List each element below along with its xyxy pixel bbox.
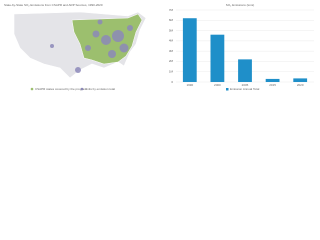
legend-label: Emission Annual Total [230,87,260,91]
y-tick-label: 2M [169,59,174,63]
y-tick-label: 5M [169,28,174,32]
us-map [13,11,147,79]
y-tick-label: 4M [169,39,174,43]
emission-bubble [101,35,111,45]
x-tick-label: 1990 [186,83,193,87]
x-tick-label: 2005 [242,83,249,87]
legend-label: Units by emission total [85,87,115,91]
emission-bubble [97,19,103,25]
map-title: State-by-State SO₂ Emissions from CSAPR … [4,3,103,7]
emission-bubble [85,45,91,51]
emission-bubble [92,30,100,38]
emission-bubble [112,30,124,42]
legend-swatch [226,88,229,91]
bar [265,78,280,82]
dashboard: State-by-State SO₂ Emissions from CSAPR … [4,3,314,91]
bar-chart: 0 1M 2M 3M 4M 5M 6M 7M 1990 2000 2005 2015 2020 Emiss… [169,8,314,91]
emission-bubble [127,25,133,31]
bar [238,59,252,82]
emission-bubble [75,67,81,73]
emission-bubble [119,43,129,53]
y-tick-label: 0 [171,80,173,84]
legend-swatch [30,87,34,91]
y-tick-label: 3M [169,49,174,53]
bar [210,34,225,82]
legend-label: CSAPR states covered by the program [35,87,87,91]
bar [293,78,308,82]
y-tick-label: 6M [169,18,174,22]
bar [182,18,197,83]
emission-bubble [108,50,116,58]
chart-title: SO₂ Emissions (tons) [226,3,255,7]
y-tick-label: 7M [169,8,174,12]
emission-bubble [50,44,54,48]
x-tick-label: 2015 [269,83,276,87]
x-tick-label: 2000 [214,83,221,87]
x-tick-label: 2020 [297,83,304,87]
legend-swatch [80,87,84,91]
y-tick-label: 1M [169,70,174,74]
